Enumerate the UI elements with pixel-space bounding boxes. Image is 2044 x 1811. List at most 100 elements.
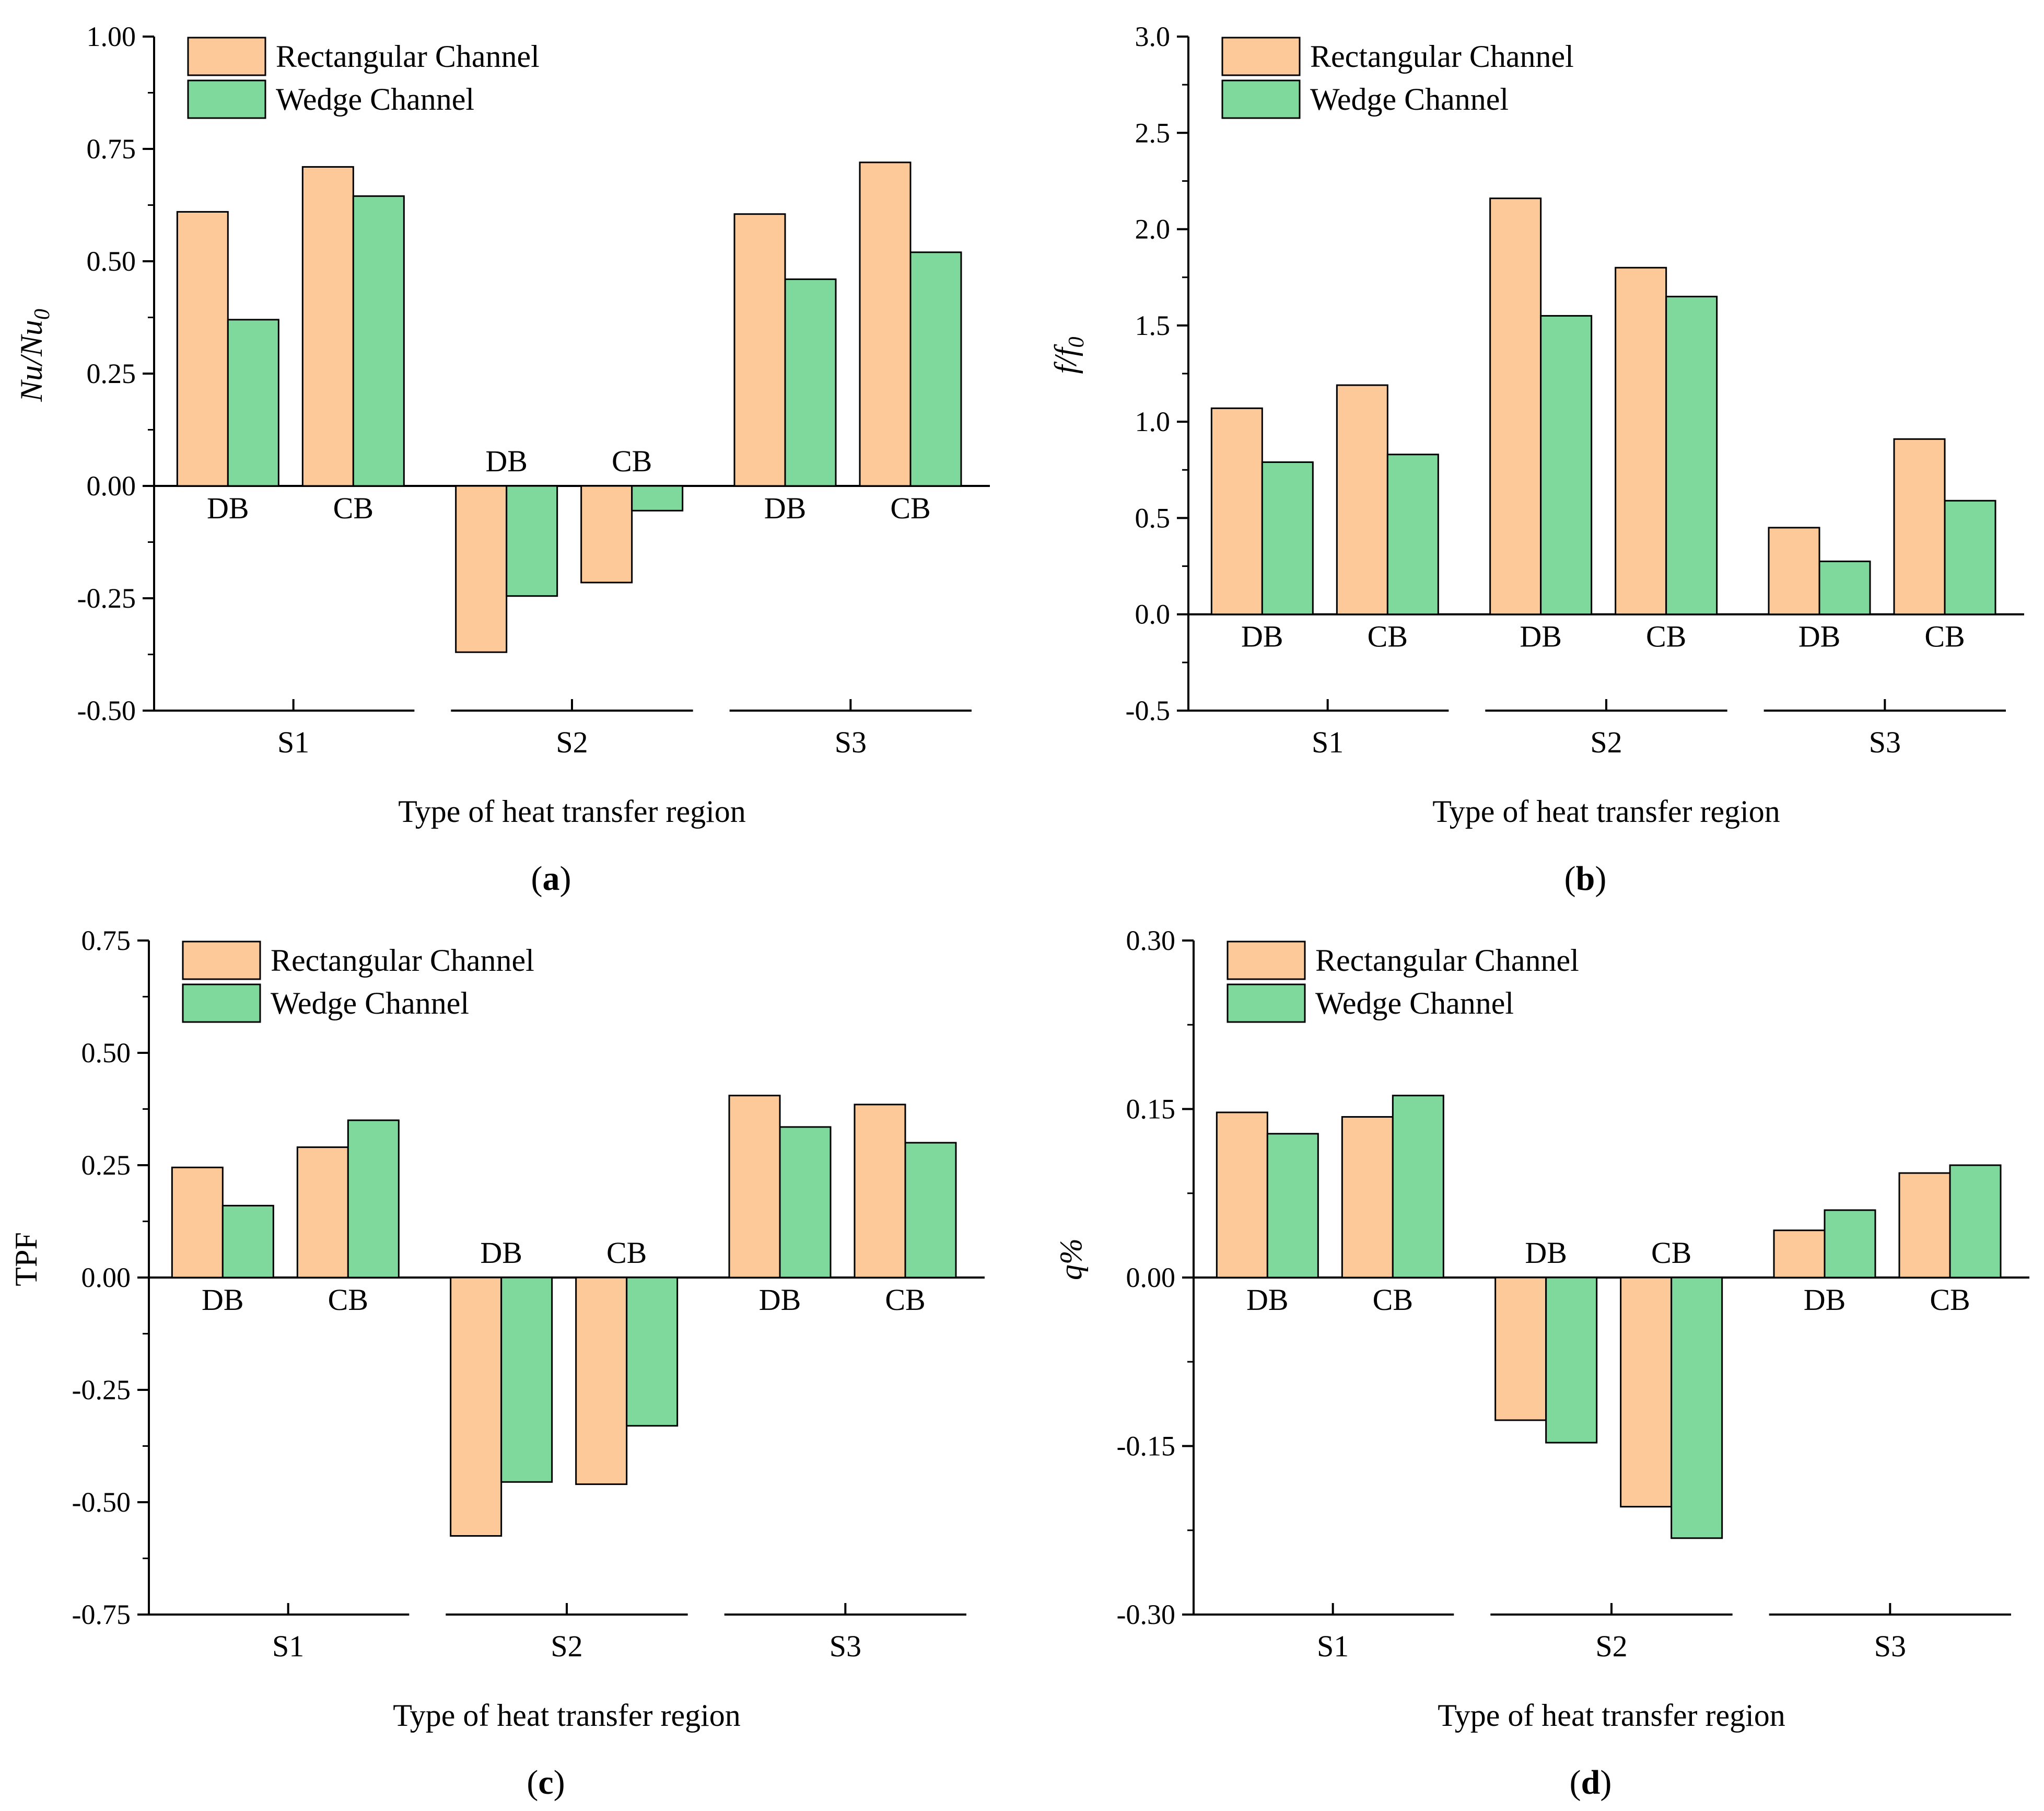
y-tick-label: 0.25 [81, 1150, 131, 1181]
category-label: DB [764, 491, 807, 525]
bar-b-rect-2 [1489, 198, 1542, 616]
legend-label-rectangular: Rectangular Channel [1310, 39, 1574, 74]
category-label: CB [1930, 1283, 1970, 1317]
y-tick-label: -0.25 [72, 1374, 131, 1406]
legend-swatch-rectangular [182, 941, 261, 980]
group-label: S1 [1312, 725, 1344, 759]
bar-b-rect-5 [1893, 438, 1946, 616]
chart-panel-d: -0.30 -0.15 0.00 0.15 0.30 DB CB DB CB DB CB S1 S2 S3… [1054, 925, 2029, 1802]
bar-c-wedge-2 [500, 1276, 553, 1483]
bar-d-wedge-3 [1671, 1276, 1723, 1539]
category-label: CB [1651, 1236, 1691, 1270]
x-axis-title: Type of heat transfer region [1438, 1698, 1785, 1733]
legend-swatch-wedge [1227, 983, 1306, 1023]
legend-label-rectangular: Rectangular Channel [276, 39, 540, 74]
group-label: S2 [556, 725, 588, 759]
bar-d-wedge-4 [1824, 1209, 1876, 1279]
group-label: S1 [272, 1629, 304, 1663]
bar-a-wedge-5 [909, 251, 962, 487]
legend-swatch-rectangular [1221, 37, 1301, 76]
legend-label-rectangular: Rectangular Channel [271, 943, 534, 978]
bar-d-rect-1 [1341, 1116, 1394, 1279]
category-label: DB [1525, 1236, 1567, 1270]
bar-d-wedge-5 [1949, 1164, 2002, 1279]
bar-b-wedge-2 [1540, 315, 1593, 616]
bar-d-rect-2 [1494, 1276, 1547, 1421]
group-label: S3 [835, 725, 867, 759]
bar-c-rect-0 [171, 1166, 224, 1279]
y-tick-label: 0.50 [87, 246, 136, 277]
chart-panel-c: -0.75 -0.50 -0.25 0.00 0.25 0.50 0.75 DB CB DB CB D… [9, 925, 985, 1802]
category-label: CB [1924, 620, 1965, 654]
bar-d-rect-0 [1216, 1111, 1268, 1279]
group-label: S2 [1595, 1629, 1627, 1663]
panel-letter: (b) [1564, 860, 1607, 898]
chart-panel-b: -0.5 0.0 0.5 1.0 1.5 2.0 2.5 3.0 DB CB DB CB DB CB S1 S… [1048, 21, 2024, 898]
bar-b-wedge-5 [1944, 500, 1996, 616]
bar-d-rect-4 [1773, 1229, 1826, 1279]
bar-c-wedge-1 [347, 1119, 400, 1279]
category-label: CB [328, 1283, 368, 1317]
x-axis-title: Type of heat transfer region [1432, 794, 1780, 829]
category-label: DB [202, 1283, 244, 1317]
bar-a-wedge-2 [506, 485, 558, 597]
y-tick-label: 3.0 [1135, 21, 1171, 52]
bar-c-rect-3 [575, 1276, 628, 1485]
bar-a-rect-2 [455, 485, 508, 653]
category-label: DB [1804, 1283, 1846, 1317]
y-tick-label: 1.5 [1135, 310, 1171, 341]
x-axis-title: Type of heat transfer region [393, 1698, 741, 1733]
group-label: S2 [551, 1629, 582, 1663]
y-tick-label: 0.00 [1126, 1262, 1176, 1293]
y-tick-label: 2.0 [1135, 214, 1171, 245]
group-label: S3 [830, 1629, 861, 1663]
bar-d-rect-5 [1898, 1172, 1951, 1279]
group-label: S3 [1869, 725, 1901, 759]
bar-c-wedge-5 [904, 1142, 957, 1279]
y-tick-label: 0.5 [1135, 502, 1171, 533]
bar-a-rect-1 [301, 166, 354, 487]
x-axis-title: Type of heat transfer region [398, 794, 746, 829]
y-tick-label: 0.0 [1135, 599, 1171, 630]
bar-d-wedge-2 [1545, 1276, 1598, 1444]
bar-c-wedge-0 [221, 1204, 274, 1279]
category-label: CB [1368, 620, 1408, 654]
y-tick-label: -0.75 [72, 1599, 131, 1630]
bar-d-wedge-1 [1392, 1095, 1444, 1279]
bar-a-rect-5 [859, 161, 912, 487]
bar-b-rect-3 [1615, 266, 1667, 616]
bar-b-wedge-0 [1261, 461, 1314, 616]
y-tick-label: -0.30 [1117, 1599, 1175, 1630]
y-tick-label: 0.75 [87, 133, 136, 165]
category-label: DB [759, 1283, 801, 1317]
legend-label-rectangular: Rectangular Channel [1315, 943, 1579, 978]
bar-b-wedge-3 [1665, 296, 1718, 616]
y-tick-label: -0.5 [1126, 695, 1170, 726]
y-axis-title: Nu/Nu0 [14, 309, 54, 402]
legend-swatch-rectangular [187, 37, 266, 76]
y-tick-label: 0.15 [1126, 1094, 1176, 1125]
legend-swatch-rectangular [1227, 941, 1306, 980]
bar-d-wedge-0 [1266, 1133, 1319, 1279]
y-tick-label: 1.0 [1135, 406, 1171, 437]
category-label: CB [1646, 620, 1686, 654]
bar-c-rect-2 [450, 1276, 503, 1537]
bar-b-rect-1 [1336, 384, 1388, 616]
bar-a-rect-0 [176, 211, 229, 487]
bar-c-rect-4 [728, 1095, 781, 1279]
bar-c-rect-1 [296, 1146, 349, 1279]
y-axis-title: q% [1054, 1238, 1088, 1280]
bar-a-wedge-4 [784, 278, 837, 487]
bar-a-wedge-0 [227, 319, 279, 487]
bar-d-rect-3 [1620, 1276, 1673, 1508]
legend-swatch-wedge [187, 79, 266, 119]
bar-b-wedge-4 [1818, 560, 1871, 616]
category-label: DB [485, 444, 528, 478]
group-label: S1 [1317, 1629, 1349, 1663]
group-label: S1 [277, 725, 309, 759]
legend-label-wedge: Wedge Channel [1310, 82, 1509, 117]
y-tick-label: 0.30 [1126, 925, 1176, 956]
category-label: CB [1373, 1283, 1413, 1317]
y-tick-label: -0.50 [72, 1487, 131, 1518]
